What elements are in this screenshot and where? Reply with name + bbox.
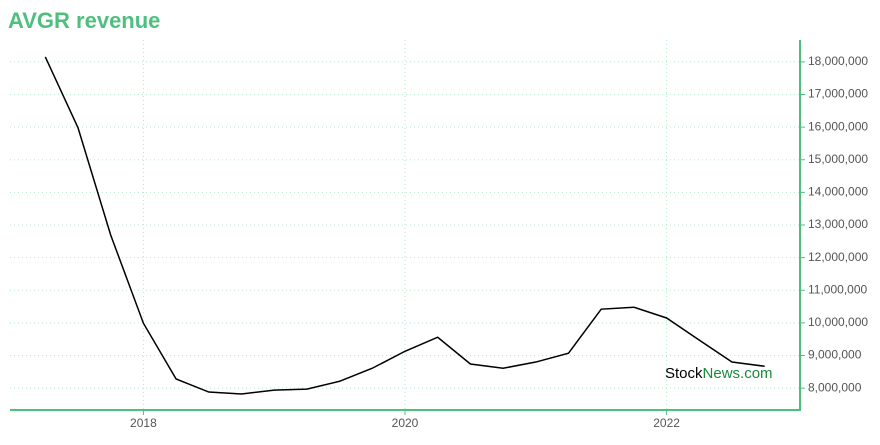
y-tick-label: 13,000,000 [808, 217, 868, 231]
y-tick-label: 15,000,000 [808, 152, 868, 166]
y-tick-label: 8,000,000 [808, 380, 862, 394]
y-tick-label: 14,000,000 [808, 185, 868, 199]
y-tick-label: 11,000,000 [808, 282, 867, 296]
chart-title: AVGR revenue [8, 8, 160, 33]
y-tick-label: 12,000,000 [808, 250, 868, 264]
y-tick-label: 10,000,000 [808, 315, 868, 329]
x-tick-label: 2022 [653, 416, 680, 430]
y-tick-label: 16,000,000 [808, 119, 868, 133]
watermark-suffix: News.com [703, 365, 773, 382]
line-series [44, 56, 765, 395]
x-tick-label: 2018 [130, 416, 157, 430]
x-tick-label: 2020 [392, 416, 419, 430]
y-tick-label: 9,000,000 [808, 348, 862, 362]
watermark: StockNews.com [665, 365, 773, 382]
y-tick-label: 17,000,000 [808, 87, 868, 101]
watermark-prefix: Stock [665, 365, 703, 382]
y-tick-label: 18,000,000 [808, 54, 868, 68]
